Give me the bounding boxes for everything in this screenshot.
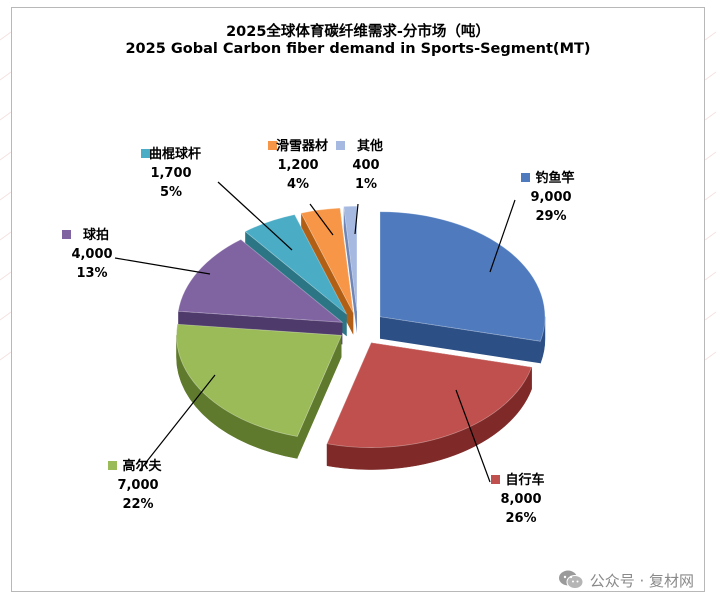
slice-top (300, 207, 354, 313)
slice-top (379, 211, 546, 342)
slice-label-name: 曲棍球杆 (149, 146, 201, 162)
slice-top (326, 342, 533, 448)
slice-label-percent: 1% (355, 177, 377, 192)
slice-top (176, 323, 343, 437)
legend-swatch (521, 173, 530, 182)
legend-swatch (62, 230, 71, 239)
slice-cut (379, 316, 541, 364)
leader-line (139, 374, 216, 471)
leader-line (309, 203, 334, 236)
slice-label-value: 400 (352, 158, 379, 173)
slice-label-name: 钓鱼竿 (535, 170, 574, 186)
legend-swatch (491, 475, 500, 484)
slice-label-percent: 26% (505, 511, 536, 526)
slice-label-percent: 13% (76, 266, 107, 281)
pie-slice-2 (176, 323, 343, 459)
watermark: 公众号 · 复材网 (558, 569, 694, 591)
leader-line (114, 257, 211, 275)
slice-top (343, 205, 358, 312)
slice-label-name: 球拍 (83, 227, 109, 243)
leader-line (489, 199, 516, 273)
slice-label-value: 4,000 (71, 247, 112, 262)
slice-label-value: 7,000 (117, 478, 158, 493)
pie-slices (176, 205, 546, 470)
slice-top (177, 239, 344, 323)
legend-swatch (268, 141, 277, 150)
slice-label-name: 自行车 (505, 472, 544, 488)
slice-label-name: 高尔夫 (122, 458, 162, 474)
wechat-icon (558, 570, 584, 589)
chart-title: 2025全球体育碳纤维需求-分市场（吨） (226, 24, 490, 40)
slice-label-value: 9,000 (530, 190, 571, 205)
slice-label-value: 8,000 (500, 492, 541, 507)
chart-subtitle: 2025 Gobal Carbon fiber demand in Sports… (125, 41, 591, 57)
slice-cut (343, 206, 357, 334)
pie-slice-0 (379, 211, 546, 364)
legend-swatch (141, 149, 150, 158)
watermark-text: 公众号 · 复材网 (589, 571, 694, 590)
legend-swatch (108, 461, 117, 470)
slice-label-value: 1,200 (277, 158, 318, 173)
leader-line (455, 389, 491, 483)
pie-slice-6 (343, 205, 358, 334)
leader-line (217, 181, 293, 251)
slice-label-percent: 5% (160, 185, 182, 200)
legend-swatch (336, 141, 345, 150)
slice-label-name: 其他 (357, 138, 383, 154)
slice-label-percent: 29% (535, 209, 566, 224)
slice-label-percent: 22% (122, 497, 153, 512)
slice-label-name: 滑雪器材 (276, 138, 328, 154)
slice-top (244, 214, 348, 315)
slice-cut (297, 335, 342, 459)
pie-labels: 钓鱼竿 9,000 29% 自行车 8,000 26% 高尔夫 7,000 22% 球拍 4,000… (62, 138, 575, 526)
slice-label-percent: 4% (287, 177, 309, 192)
pie-slice-1 (326, 342, 533, 470)
leader-line (354, 203, 359, 235)
slice-label-value: 1,700 (150, 166, 191, 181)
chart-frame (11, 7, 705, 592)
